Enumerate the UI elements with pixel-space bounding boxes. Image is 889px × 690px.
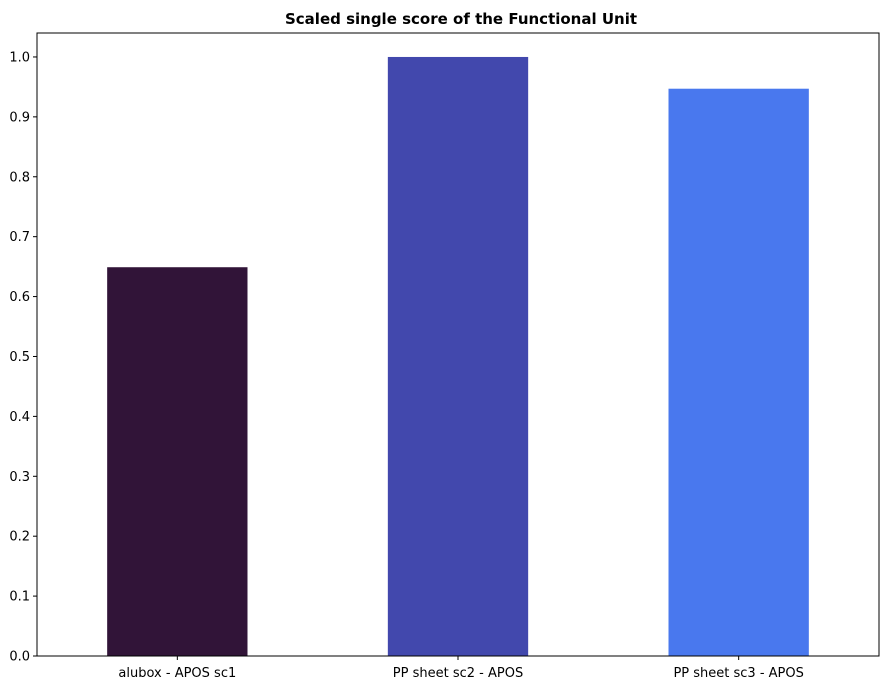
- x-tick-label: PP sheet sc2 - APOS: [393, 666, 523, 681]
- y-tick-label: 0.4: [9, 410, 30, 425]
- x-axis: alubox - APOS sc1 PP sheet sc2 - APOS PP s…: [118, 656, 804, 681]
- y-axis: 0.0 0.1 0.2 0.3 0.4 0.5 0.6 0.7 0.8 0.9 1.0: [9, 50, 37, 665]
- bars-group: [107, 56, 809, 657]
- y-tick-label: 0.1: [9, 590, 30, 605]
- x-tick-label: PP sheet sc3 - APOS: [673, 666, 803, 681]
- y-tick-label: 0.8: [9, 170, 30, 185]
- y-tick-label: 0.0: [9, 650, 30, 665]
- plot-frame: [36, 32, 880, 657]
- bar-3: [668, 88, 809, 657]
- y-tick-label: 0.7: [9, 230, 30, 245]
- x-tick-label: alubox - APOS sc1: [118, 666, 236, 681]
- chart-title: Scaled single score of the Functional Un…: [285, 10, 637, 28]
- y-tick-label: 0.3: [9, 470, 30, 485]
- y-tick-label: 0.5: [9, 350, 30, 365]
- y-tick-label: 0.9: [9, 110, 30, 125]
- bar-2: [387, 56, 529, 656]
- y-tick-label: 0.6: [9, 290, 30, 305]
- bar-1: [107, 267, 248, 656]
- y-tick-label: 1.0: [9, 50, 30, 65]
- y-tick-label: 0.2: [9, 530, 30, 545]
